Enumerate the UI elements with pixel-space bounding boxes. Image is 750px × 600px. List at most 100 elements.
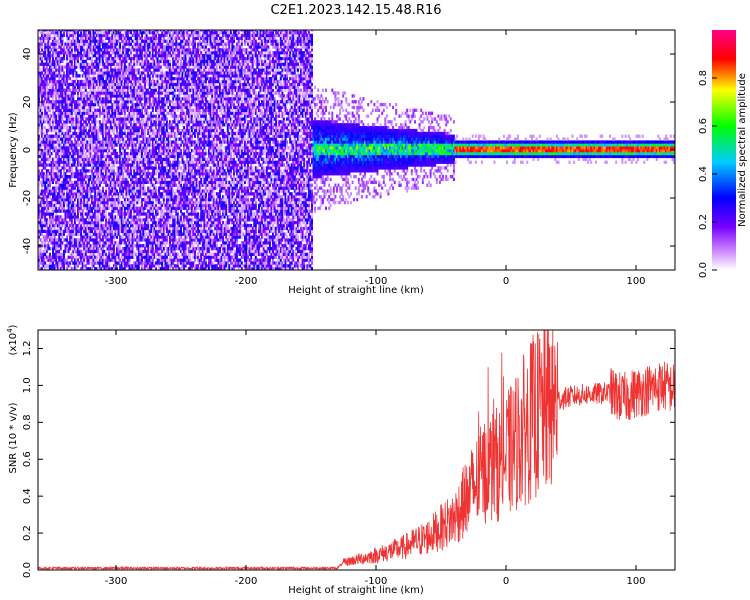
- spectrogram-cell: [130, 183, 132, 187]
- spectrogram-cell: [84, 134, 87, 138]
- spectrogram-cell: [128, 30, 131, 32]
- spectrogram-cell: [120, 200, 123, 205]
- spectrogram-cell: [122, 247, 125, 251]
- spectrogram-cell: [77, 79, 79, 84]
- spectrogram-cell: [81, 244, 84, 248]
- spectrogram-cell: [73, 241, 76, 245]
- spectrogram-cell: [119, 267, 122, 270]
- spectrogram-cell: [95, 206, 98, 210]
- spectrogram-cell: [81, 149, 84, 153]
- spectrogram-cell: [55, 85, 58, 89]
- spectrogram-cell: [116, 209, 118, 213]
- spectrogram-cell: [86, 221, 89, 225]
- spectrogram-cell: [73, 215, 76, 219]
- spectrogram-cell: [78, 261, 81, 265]
- spectrogram-cell: [126, 108, 129, 112]
- spectrogram-cell: [41, 241, 44, 245]
- spectrogram-cell: [89, 62, 92, 66]
- spectrogram-cell: [44, 183, 47, 187]
- spectrogram-cell: [67, 39, 70, 43]
- spectrogram-cell: [72, 247, 75, 251]
- spectrogram-cell: [64, 105, 67, 110]
- spectrogram-cell: [78, 180, 81, 184]
- spectrogram-cell: [48, 267, 51, 270]
- spectrogram-cell: [39, 192, 42, 196]
- spectrogram-cell: [75, 59, 78, 64]
- spectrogram-cell: [55, 48, 58, 52]
- spectrogram-cell: [94, 261, 97, 265]
- spectrogram-cell: [56, 195, 59, 199]
- spectrogram-cell: [59, 45, 62, 49]
- spectrogram-cell: [77, 56, 79, 61]
- spectrogram-cell: [53, 238, 56, 242]
- spectrogram-cell: [105, 169, 108, 173]
- spectrogram-cell: [126, 54, 129, 58]
- spectrogram-cell: [123, 264, 126, 268]
- spectrogram-cell: [117, 169, 120, 173]
- spectrogram-cell: [61, 151, 64, 156]
- spectrogram-cell: [89, 82, 92, 87]
- spectrogram-cell: [95, 137, 98, 141]
- spectrogram-cell: [72, 186, 75, 190]
- spectrogram-cell: [126, 65, 129, 69]
- spectrogram-cell: [64, 111, 67, 115]
- spectrogram-cell: [48, 137, 51, 141]
- spectrogram-cell: [148, 215, 151, 219]
- spectrogram-cell: [59, 195, 62, 199]
- spectrogram-cell: [91, 238, 93, 242]
- spectrogram-cell: [84, 120, 87, 124]
- spectrogram-cell: [73, 180, 76, 184]
- spectrogram-cell: [141, 126, 143, 130]
- spectrogram-cell: [44, 252, 47, 256]
- spectrogram-cell: [122, 126, 125, 130]
- spectrogram-cell: [105, 264, 108, 268]
- spectrogram-cell: [80, 45, 83, 49]
- spectrogram-cell: [112, 258, 115, 262]
- spectrogram-cell: [83, 198, 86, 202]
- spectrogram-cell: [84, 172, 87, 176]
- spectrogram-cell: [106, 82, 109, 87]
- spectrogram-cell: [53, 146, 56, 150]
- spectrogram-cell: [50, 74, 53, 78]
- spectrogram-cell: [109, 169, 112, 173]
- spectrogram-cell: [45, 79, 48, 84]
- spectrogram-cell: [55, 244, 58, 248]
- spectrogram-cell: [86, 149, 89, 153]
- spectrogram-cell: [87, 103, 90, 107]
- spectrogram-cell: [108, 223, 111, 228]
- spectrogram-cell: [84, 186, 87, 190]
- spectrogram-cell: [111, 103, 114, 107]
- spectrogram-cell: [130, 97, 132, 101]
- spectrogram-cell: [105, 244, 108, 248]
- spectrogram-cell: [106, 238, 109, 242]
- spectrogram-cell: [66, 65, 69, 69]
- spectrogram-cell: [80, 198, 83, 202]
- spectrogram-cell: [103, 137, 106, 141]
- spectrogram-cell: [38, 146, 40, 150]
- spectrogram-cell: [42, 163, 45, 167]
- spectrogram-cell: [111, 91, 114, 95]
- spectrogram-cell: [50, 114, 53, 118]
- spectrogram-cell: [45, 143, 48, 147]
- spectrogram-cell: [67, 261, 70, 265]
- spectrogram-cell: [120, 103, 123, 107]
- spectrogram-cell: [117, 223, 120, 228]
- spectrogram-cell: [66, 195, 69, 199]
- spectrogram-cell: [89, 209, 92, 213]
- spectrogram-cell: [52, 62, 54, 66]
- spectrogram-cell: [39, 39, 42, 43]
- spectrogram-cell: [50, 59, 53, 64]
- spectrogram-cell: [38, 247, 40, 251]
- spectrogram-cell: [114, 74, 117, 78]
- spectrogram-cell: [112, 221, 115, 225]
- spectrogram-cell: [48, 36, 51, 40]
- spectrogram-cell: [123, 48, 126, 52]
- spectrogram-cell: [56, 247, 59, 251]
- spectrogram-cell: [111, 249, 114, 254]
- spectrogram-cell: [42, 31, 45, 35]
- spectrogram-cell: [48, 103, 51, 107]
- spectrogram-cell: [108, 241, 111, 245]
- spectrogram-cell: [126, 91, 129, 95]
- spectrogram-cell: [144, 128, 147, 133]
- spectrogram-cell: [83, 244, 86, 248]
